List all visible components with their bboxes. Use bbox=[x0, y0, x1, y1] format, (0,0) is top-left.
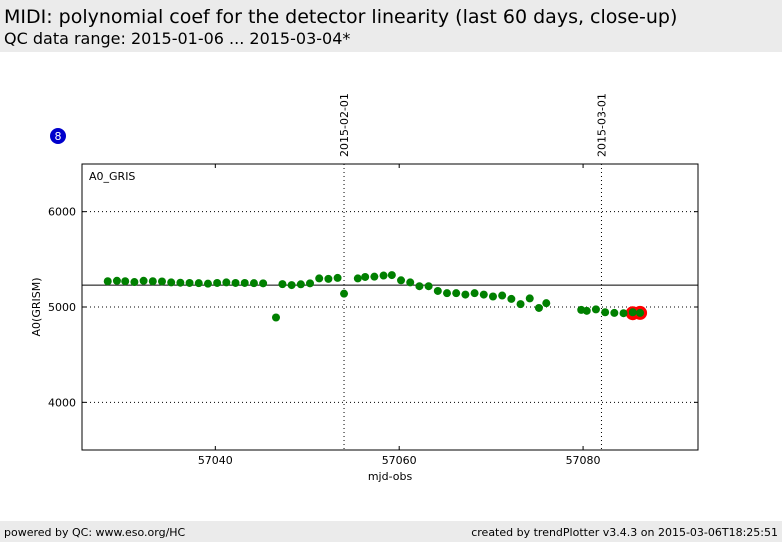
data-point bbox=[121, 277, 130, 286]
footer-timestamp: created by trendPlotter v3.4.3 on 2015-0… bbox=[471, 526, 778, 539]
data-point bbox=[534, 303, 543, 312]
x-tick-label: 57080 bbox=[566, 454, 601, 467]
data-point bbox=[185, 278, 194, 287]
data-point bbox=[415, 282, 424, 291]
data-point bbox=[591, 305, 600, 314]
date-marker-label: 2015-03-01 bbox=[595, 93, 608, 157]
data-point bbox=[636, 308, 645, 317]
data-point bbox=[139, 276, 148, 285]
data-point bbox=[231, 278, 240, 287]
data-point bbox=[461, 290, 470, 299]
panel-label: A0_GRIS bbox=[89, 170, 135, 183]
data-point bbox=[315, 274, 324, 283]
scatter-chart: 2015-02-01 2015-03-01 4000 5000 6000 57040 57… bbox=[30, 93, 699, 483]
count-badge-text: 8 bbox=[55, 130, 62, 143]
data-point bbox=[340, 289, 349, 298]
data-point bbox=[479, 290, 488, 299]
data-point bbox=[103, 277, 112, 286]
y-tick-label: 4000 bbox=[48, 396, 76, 409]
data-point bbox=[361, 272, 370, 281]
data-point bbox=[176, 278, 185, 287]
data-point bbox=[397, 276, 406, 285]
date-marker-label: 2015-02-01 bbox=[338, 93, 351, 157]
chart-title: MIDI: polynomial coef for the detector l… bbox=[4, 6, 678, 28]
footer-credit: powered by QC: www.eso.org/HC bbox=[4, 526, 186, 539]
data-point bbox=[387, 271, 396, 280]
data-point bbox=[601, 308, 610, 317]
data-point bbox=[296, 280, 305, 289]
data-point bbox=[619, 309, 628, 318]
data-point bbox=[516, 300, 525, 309]
y-axis-label: A0(GRISM) bbox=[30, 278, 43, 337]
count-badge-circle bbox=[50, 128, 66, 144]
data-point bbox=[324, 274, 333, 283]
data-point bbox=[452, 289, 461, 298]
header-bar: MIDI: polynomial coef for the detector l… bbox=[0, 0, 782, 52]
data-point bbox=[582, 306, 591, 315]
date-markers: 2015-02-01 2015-03-01 bbox=[338, 93, 608, 450]
data-point bbox=[610, 308, 619, 317]
data-point bbox=[287, 281, 296, 290]
data-point bbox=[157, 277, 166, 286]
y-tick-label: 6000 bbox=[48, 206, 76, 219]
data-point bbox=[353, 274, 362, 283]
data-point bbox=[333, 273, 342, 282]
data-point bbox=[507, 294, 516, 303]
data-point bbox=[424, 282, 433, 291]
data-point bbox=[203, 279, 212, 288]
data-point bbox=[498, 291, 507, 300]
data-point bbox=[222, 278, 231, 287]
data-point bbox=[240, 278, 249, 287]
data-point bbox=[542, 299, 551, 308]
x-tick-label: 57060 bbox=[382, 454, 417, 467]
data-point bbox=[130, 278, 139, 287]
data-points bbox=[103, 271, 648, 322]
data-point bbox=[488, 292, 497, 301]
data-point bbox=[148, 277, 157, 286]
data-point bbox=[167, 278, 176, 287]
data-point bbox=[470, 289, 479, 298]
x-tick-label: 57040 bbox=[198, 454, 233, 467]
data-point bbox=[525, 294, 534, 303]
chart-subtitle: QC data range: 2015-01-06 ... 2015-03-04… bbox=[4, 29, 351, 48]
data-point bbox=[443, 289, 452, 298]
y-tick-label: 5000 bbox=[48, 301, 76, 314]
data-point bbox=[379, 271, 388, 280]
data-point bbox=[306, 279, 315, 288]
data-point bbox=[213, 278, 222, 287]
data-point bbox=[194, 279, 203, 288]
data-point bbox=[271, 313, 280, 322]
data-point bbox=[433, 286, 442, 295]
axis-ticks: 4000 5000 6000 57040 57060 57080 bbox=[48, 164, 698, 467]
data-point bbox=[370, 272, 379, 281]
x-axis-label: mjd-obs bbox=[368, 470, 413, 483]
footer-bar: powered by QC: www.eso.org/HC created by… bbox=[0, 521, 782, 542]
data-point bbox=[278, 280, 287, 289]
data-point bbox=[259, 279, 268, 288]
data-point bbox=[249, 279, 258, 288]
data-point bbox=[406, 278, 415, 287]
data-point bbox=[112, 276, 121, 285]
grid-lines bbox=[82, 211, 698, 403]
data-point bbox=[628, 308, 637, 317]
